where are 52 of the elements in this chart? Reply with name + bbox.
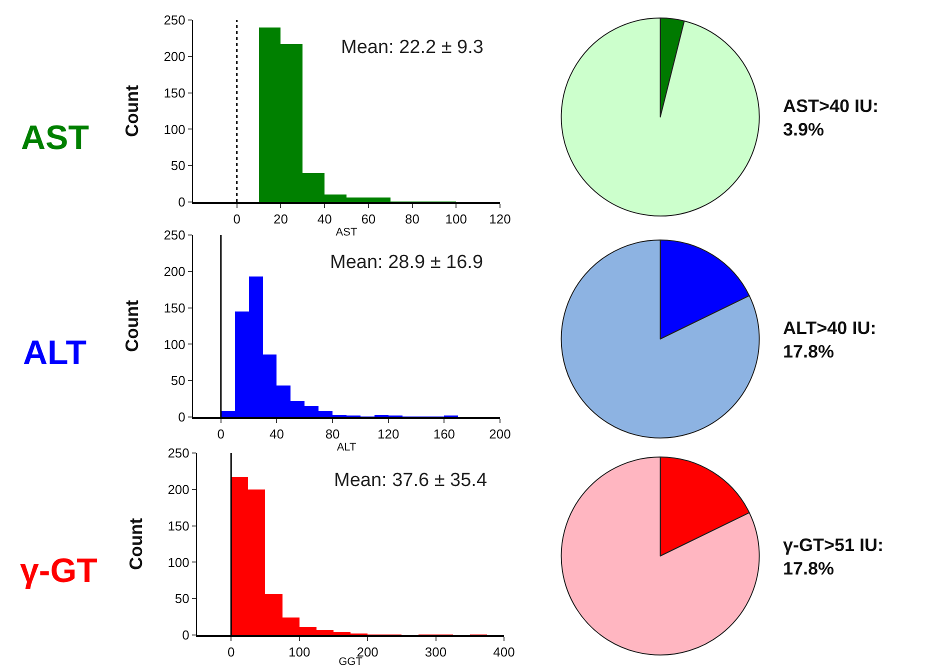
x-axis-title: AST [336, 226, 358, 238]
x-tick-label: 20 [273, 212, 288, 227]
y-tick-label: 50 [174, 591, 190, 606]
x-tick-label: 60 [361, 212, 376, 227]
y-tick-label: 150 [168, 518, 190, 534]
x-tick-label: 400 [493, 644, 515, 660]
x-tick-label: 120 [378, 426, 400, 442]
y-tick-label: 100 [164, 122, 186, 137]
y-axis-title: Count [126, 518, 146, 570]
x-tick-label: 40 [317, 212, 332, 227]
y-tick-label: 0 [178, 410, 186, 425]
x-tick-label: 160 [433, 426, 456, 442]
text: ALT [23, 334, 87, 372]
y-tick-label: 100 [168, 554, 190, 570]
x-tick-label: 300 [424, 644, 447, 660]
y-tick-label: 0 [178, 194, 186, 210]
y-tick-label: 250 [168, 446, 190, 461]
x-tick-label: 80 [325, 426, 340, 442]
annotation: Mean: 37.6 ± 35.4 [334, 470, 488, 491]
text: AST [21, 119, 90, 157]
x-tick-label: 40 [269, 426, 284, 442]
y-tick-label: 50 [170, 373, 186, 388]
pie-slice [560, 240, 760, 438]
annotation: Mean: 28.9 ± 16.9 [330, 252, 484, 273]
y-tick-label: 200 [168, 482, 190, 497]
y-tick-label: 150 [164, 300, 186, 316]
x-tick-label: 100 [288, 644, 310, 660]
pie-slice [560, 18, 760, 216]
text: γ-GT>51 IU: 17.8% [783, 535, 884, 578]
y-axis-title: Count [122, 300, 142, 352]
text: ALT>40 IU: 17.8% [783, 318, 876, 362]
annotation: Mean: 22.2 ± 9.3 [341, 37, 484, 58]
y-tick-label: 150 [164, 85, 186, 100]
x-tick-label: 200 [489, 426, 511, 442]
y-tick-label: 0 [182, 628, 190, 643]
y-tick-label: 50 [170, 158, 186, 174]
y-tick-label: 200 [164, 264, 186, 279]
text: AST>40 IU: 3.9% [783, 96, 879, 140]
x-tick-label: 0 [217, 426, 225, 442]
x-tick-label: 0 [227, 644, 235, 660]
pie-slice [560, 456, 760, 656]
y-axis-title: Count [122, 85, 142, 137]
y-tick-label: 200 [164, 48, 186, 64]
x-tick-label: 80 [405, 212, 420, 227]
y-tick-label: 250 [164, 12, 186, 28]
y-tick-label: 250 [164, 228, 186, 243]
x-tick-label: 0 [233, 212, 240, 227]
y-tick-label: 100 [164, 336, 186, 352]
x-tick-label: 100 [445, 212, 467, 227]
x-tick-label: 120 [489, 212, 511, 227]
x-axis-title: ALT [336, 442, 356, 454]
text: γ-GT [20, 552, 98, 590]
